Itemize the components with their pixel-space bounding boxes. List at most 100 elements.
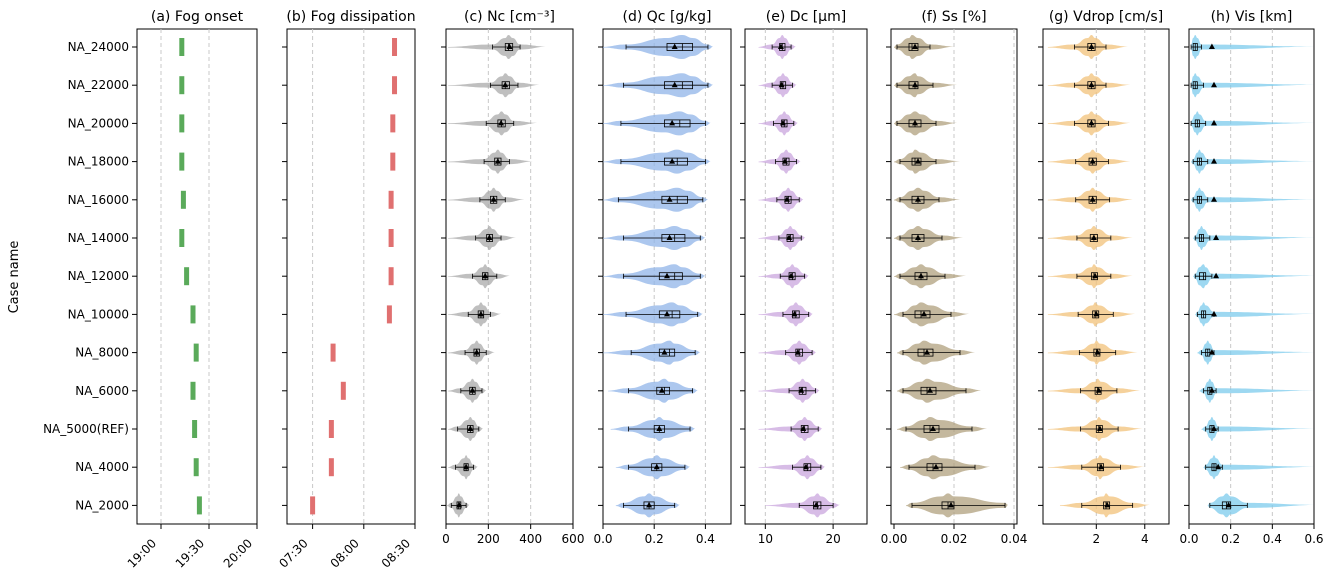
panel-h: (h) Vis [km] 0.0 0.2 0.4 0.6 (1179, 9, 1323, 546)
x-tick-label: 20:00 (221, 536, 255, 570)
mean-marker (666, 234, 673, 240)
box (656, 386, 670, 395)
time-bar (192, 420, 198, 438)
box (1091, 272, 1098, 281)
y-tick-label: NA_16000 (68, 193, 129, 207)
y-axis-label: Case name (7, 241, 22, 314)
mean-marker (1088, 119, 1095, 126)
time-bar (340, 381, 346, 400)
violin (1207, 493, 1314, 518)
mean-marker (1225, 501, 1232, 508)
mean-marker (1211, 425, 1217, 431)
panel-g: (g) Vdrop [cm/s] 2 4 (1038, 9, 1170, 546)
mean-marker (498, 119, 505, 126)
mean-marker (477, 310, 484, 317)
panel-e-title: (e) Dc [µm] (766, 9, 846, 25)
time-bar (328, 458, 334, 477)
panel-f: (f) Ss [%] 0.00 0.02 0.04 (881, 9, 1028, 546)
mean-marker (486, 234, 493, 240)
x-tick-label: 10 (758, 532, 773, 546)
box (1095, 425, 1103, 433)
mean-marker (671, 81, 678, 88)
mean-marker (918, 272, 924, 279)
time-bar (310, 496, 316, 515)
mean-marker (927, 387, 933, 393)
mean-marker (1089, 196, 1096, 202)
mean-marker (924, 349, 930, 355)
mean-marker (798, 387, 805, 393)
x-tick-label: 0.02 (941, 532, 968, 546)
mean-marker (781, 158, 788, 164)
violin (1193, 226, 1314, 250)
x-tick-label: 20 (825, 532, 840, 546)
panel-b-title: (b) Fog dissipation (286, 9, 415, 25)
box (658, 272, 683, 281)
mean-marker (930, 425, 936, 431)
mean-marker (669, 119, 676, 126)
y-tick-label: NA_2000 (75, 498, 129, 512)
box (923, 425, 940, 433)
time-bar (179, 114, 185, 133)
box (926, 463, 943, 472)
x-tick-label: 400 (519, 532, 542, 546)
box (664, 81, 694, 90)
violin (1199, 378, 1314, 403)
mean-marker (656, 425, 663, 431)
box (920, 386, 937, 395)
mean-marker (912, 43, 918, 49)
time-bar (388, 267, 394, 286)
mean-marker (661, 349, 668, 355)
time-bar (196, 496, 202, 515)
mean-marker (666, 196, 673, 202)
y-tick-label: NA_22000 (68, 78, 129, 92)
mean-marker (1094, 349, 1101, 355)
mean-marker (1211, 310, 1217, 317)
box (1094, 386, 1102, 395)
mean-marker (1089, 158, 1096, 164)
y-tick-label: NA_20000 (68, 116, 129, 130)
box (908, 43, 919, 51)
mean-marker (1095, 387, 1102, 393)
mean-marker (1090, 234, 1097, 240)
box (666, 43, 694, 51)
mean-marker (791, 310, 798, 317)
time-bar (179, 152, 185, 171)
violin (1191, 187, 1314, 212)
time-bar (190, 305, 196, 324)
time-bar (390, 152, 396, 171)
time-bar (330, 343, 336, 362)
x-tick-label: 0.0 (593, 532, 612, 546)
time-bar (390, 114, 396, 133)
box (661, 195, 688, 204)
mean-marker (794, 349, 801, 355)
y-tick-label: NA_5000(REF) (43, 422, 129, 436)
mean-marker (482, 272, 489, 279)
mean-marker (1088, 43, 1095, 49)
mean-marker (779, 119, 786, 126)
panel-d-title: (d) Qc [g/kg] (623, 9, 712, 25)
violin (1195, 302, 1314, 327)
panel-g-title: (g) Vdrop [cm/s] (1049, 9, 1163, 25)
violin (1193, 264, 1314, 289)
time-bar (179, 38, 185, 56)
time-bar (388, 229, 394, 247)
mean-marker (490, 196, 497, 202)
box (664, 119, 691, 128)
y-tick-label: NA_8000 (75, 346, 129, 360)
x-tick-label: 08:00 (328, 536, 362, 570)
mean-marker (912, 81, 918, 88)
violin (758, 417, 823, 441)
x-tick-label: 19:30 (173, 536, 207, 570)
mean-marker (664, 272, 670, 279)
mean-marker (1211, 81, 1217, 88)
mean-marker (1208, 387, 1215, 393)
x-tick-label: 0.4 (696, 532, 715, 546)
x-tick-label: 08:30 (379, 536, 413, 570)
y-tick-label: NA_10000 (68, 307, 129, 321)
mean-marker (784, 196, 791, 202)
x-tick-label: 0 (442, 532, 450, 546)
box (911, 157, 922, 166)
box (908, 81, 919, 90)
box (917, 348, 934, 357)
